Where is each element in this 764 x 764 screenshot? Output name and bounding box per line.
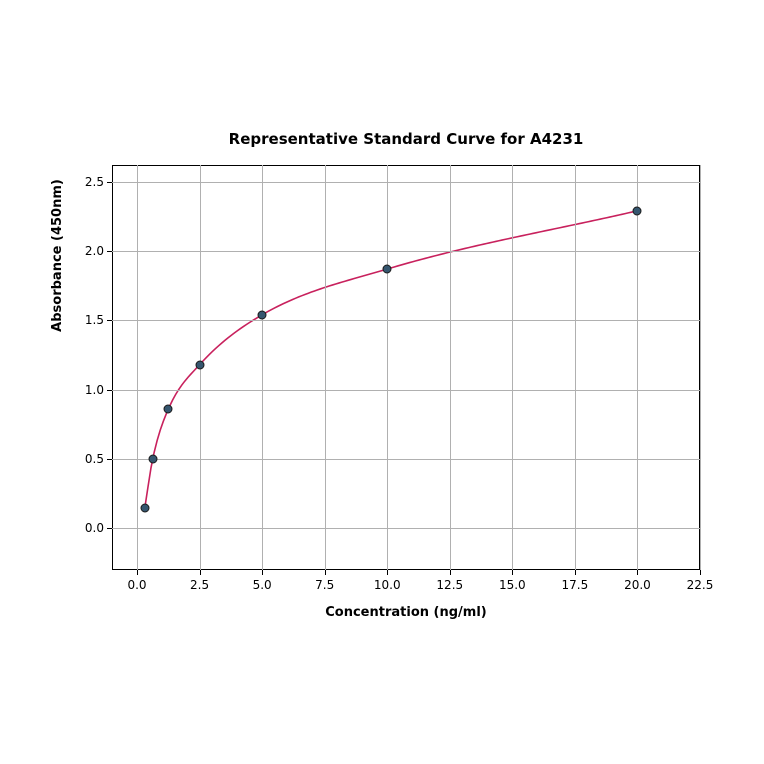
x-tick-label: 17.5 <box>562 578 589 592</box>
x-tick-mark <box>575 570 576 575</box>
gridline-vertical <box>637 165 638 570</box>
x-tick-mark <box>387 570 388 575</box>
y-tick-label: 2.5 <box>80 175 104 189</box>
x-tick-mark <box>700 570 701 575</box>
x-tick-label: 5.0 <box>253 578 272 592</box>
x-tick-mark <box>137 570 138 575</box>
gridline-horizontal <box>112 528 700 529</box>
x-tick-label: 20.0 <box>624 578 651 592</box>
x-tick-mark <box>200 570 201 575</box>
x-tick-mark <box>262 570 263 575</box>
data-point <box>383 265 392 274</box>
x-tick-mark <box>637 570 638 575</box>
y-tick-label: 0.0 <box>80 521 104 535</box>
gridline-vertical <box>262 165 263 570</box>
x-tick-label: 15.0 <box>499 578 526 592</box>
data-point <box>258 310 267 319</box>
y-tick-mark <box>107 251 112 252</box>
x-axis-label: Concentration (ng/ml) <box>112 605 700 620</box>
x-tick-mark <box>450 570 451 575</box>
y-tick-mark <box>107 390 112 391</box>
gridline-vertical <box>575 165 576 570</box>
y-tick-mark <box>107 528 112 529</box>
gridline-horizontal <box>112 459 700 460</box>
gridline-horizontal <box>112 320 700 321</box>
y-axis-label: Absorbance (450nm) <box>50 53 65 458</box>
y-tick-mark <box>107 320 112 321</box>
data-point <box>140 503 149 512</box>
data-point <box>195 360 204 369</box>
x-tick-label: 12.5 <box>436 578 463 592</box>
y-tick-label: 1.0 <box>80 383 104 397</box>
gridline-vertical <box>450 165 451 570</box>
data-point <box>633 206 642 215</box>
gridline-vertical <box>325 165 326 570</box>
data-point <box>148 455 157 464</box>
y-tick-label: 2.0 <box>80 244 104 258</box>
figure: Representative Standard Curve for A4231 … <box>0 0 764 764</box>
x-tick-label: 10.0 <box>374 578 401 592</box>
gridline-vertical <box>700 165 701 570</box>
chart-title: Representative Standard Curve for A4231 <box>112 130 700 148</box>
x-tick-label: 22.5 <box>687 578 714 592</box>
x-tick-label: 2.5 <box>190 578 209 592</box>
x-tick-label: 0.0 <box>127 578 146 592</box>
gridline-vertical <box>137 165 138 570</box>
y-tick-label: 0.5 <box>80 452 104 466</box>
x-tick-mark <box>512 570 513 575</box>
gridline-vertical <box>512 165 513 570</box>
y-tick-mark <box>107 182 112 183</box>
x-tick-mark <box>325 570 326 575</box>
gridline-horizontal <box>112 251 700 252</box>
y-tick-mark <box>107 459 112 460</box>
y-tick-label: 1.5 <box>80 313 104 327</box>
plot-area <box>112 165 700 570</box>
data-point <box>164 405 173 414</box>
gridline-horizontal <box>112 182 700 183</box>
gridline-horizontal <box>112 390 700 391</box>
x-tick-label: 7.5 <box>315 578 334 592</box>
gridline-vertical <box>387 165 388 570</box>
